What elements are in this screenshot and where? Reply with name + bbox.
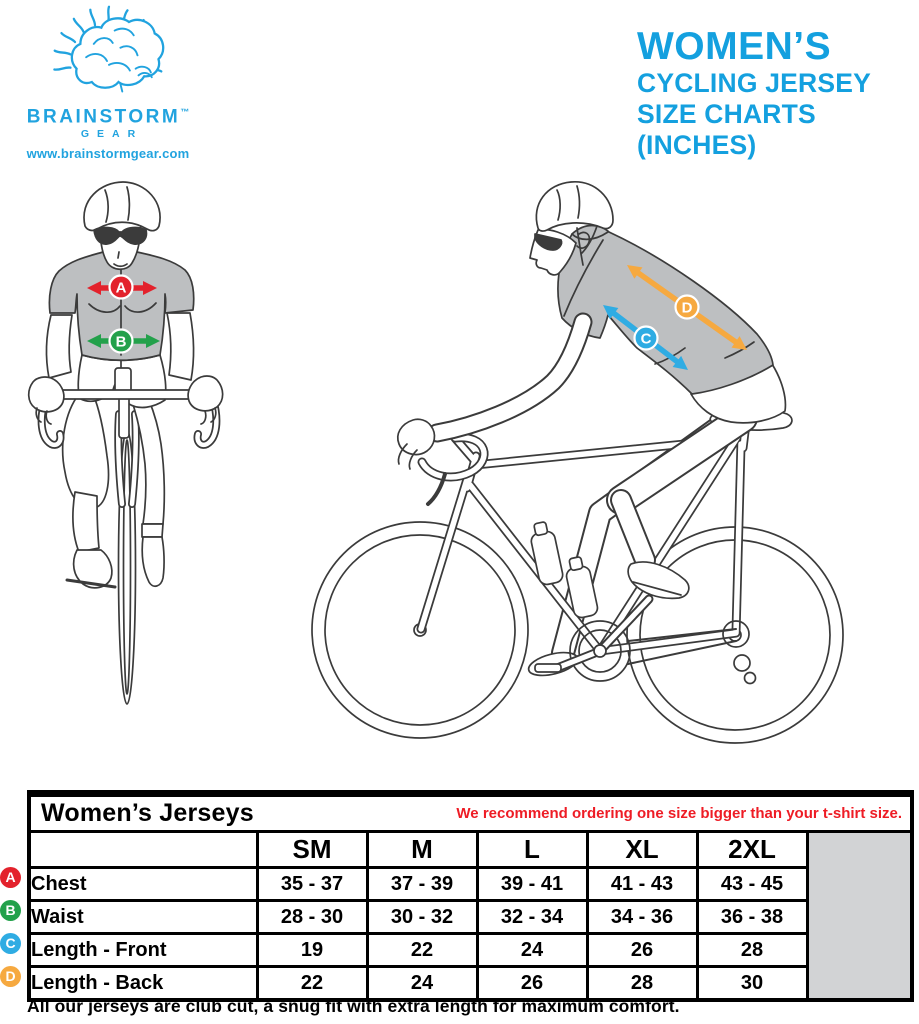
length-back-sm: 22 [255,965,369,1002]
chest-m: 37 - 39 [365,866,479,902]
waist-2xl: 36 - 38 [695,899,809,935]
title-line-1: WOMEN’S [637,25,832,68]
header-size-2xl: 2XL [695,830,809,869]
length-front-sm: 19 [255,932,369,968]
length-back-l: 26 [475,965,589,1002]
waist-m: 30 - 32 [365,899,479,935]
footer-note: All our jerseys are club cut, a snug fit… [27,996,680,1016]
table-badge-c: C [0,933,21,954]
row-label-chest: Chest [27,866,259,902]
waist-l: 32 - 34 [475,899,589,935]
front-rider-head [83,181,161,271]
chest-sm: 35 - 37 [255,866,369,902]
header-size-sm: SM [255,830,369,869]
table-row-length-front: Length - Front 19 22 24 26 28 [27,932,912,968]
chest-l: 39 - 41 [475,866,589,902]
length-front-badge-letter: C [641,331,652,348]
table-caption-row: Women’s Jerseys We recommend ordering on… [27,792,914,833]
length-front-2xl: 28 [695,932,809,968]
side-sunglasses [534,233,563,251]
length-front-l: 24 [475,932,589,968]
row-label-length-back: Length - Back [27,965,259,1002]
waist-sm: 28 - 30 [255,899,369,935]
table-note: We recommend ordering one size bigger th… [456,805,903,822]
water-bottles [530,521,599,619]
bike-frame [416,407,793,685]
size-table: Women’s Jerseys We recommend ordering on… [27,790,915,1002]
length-back-badge: D [674,294,700,320]
brain-outline [70,17,165,89]
page-title: WOMEN’S CYCLING JERSEY SIZE CHARTS (INCH… [637,26,919,161]
front-rider-legs [61,393,166,589]
brand-name: BRAINSTORM™ [26,106,190,128]
waist-badge-letter: B [116,334,127,351]
side-rider-arm [396,312,593,470]
front-rider-arms [45,312,195,381]
side-rider-head [529,181,614,276]
header-size-l: L [475,830,589,869]
table-gray-spacer [805,830,914,1002]
table-badge-a: A [0,867,21,888]
title-line-3: SIZE CHARTS (INCHES) [637,99,816,160]
row-label-waist: Waist [27,899,259,935]
trademark-symbol: ™ [180,107,190,117]
chest-badge: A [108,274,134,300]
length-front-m: 22 [365,932,479,968]
table-title: Women’s Jerseys [41,799,254,827]
length-back-xl: 28 [585,965,699,1002]
length-back-badge-letter: D [682,300,693,317]
brand-url: www.brainstormgear.com [26,146,190,162]
length-front-badge: C [633,325,659,351]
header-empty-cell [27,830,259,869]
waist-xl: 34 - 36 [585,899,699,935]
length-back-m: 24 [365,965,479,1002]
row-label-length-front: Length - Front [27,932,259,968]
header-size-m: M [365,830,479,869]
table-row-chest: Chest 35 - 37 37 - 39 39 - 41 41 - 43 43… [27,866,912,902]
table-row-waist: Waist 28 - 30 30 - 32 32 - 34 34 - 36 36… [27,899,912,935]
front-sunglasses [93,226,148,245]
table-row-length-back: Length - Back 22 24 26 28 30 [27,965,912,1002]
side-rider-illustration: C D [311,181,844,744]
table-badge-b: B [0,900,21,921]
near-leg [606,403,758,600]
table-badge-d: D [0,966,21,987]
table-header-row: SM M L XL 2XL [27,830,914,1002]
chest-badge-letter: A [116,280,127,297]
chest-2xl: 43 - 45 [695,866,809,902]
side-jersey [557,224,774,395]
length-front-xl: 26 [585,932,699,968]
header-size-xl: XL [585,830,699,869]
brand-sub: GEAR [80,128,144,141]
waist-badge: B [108,328,134,354]
front-rider-hands [27,375,224,425]
brand-logo: BRAINSTORM™ GEAR www.brainstormgear.com [22,2,194,161]
title-line-2: CYCLING JERSEY [637,68,871,98]
brain-folds [85,27,153,93]
length-back-2xl: 30 [695,965,809,1002]
brain-logo-icon [53,5,165,93]
chest-xl: 41 - 43 [585,866,699,902]
side-helmet [535,181,614,232]
front-rider-illustration: A B [27,181,224,705]
